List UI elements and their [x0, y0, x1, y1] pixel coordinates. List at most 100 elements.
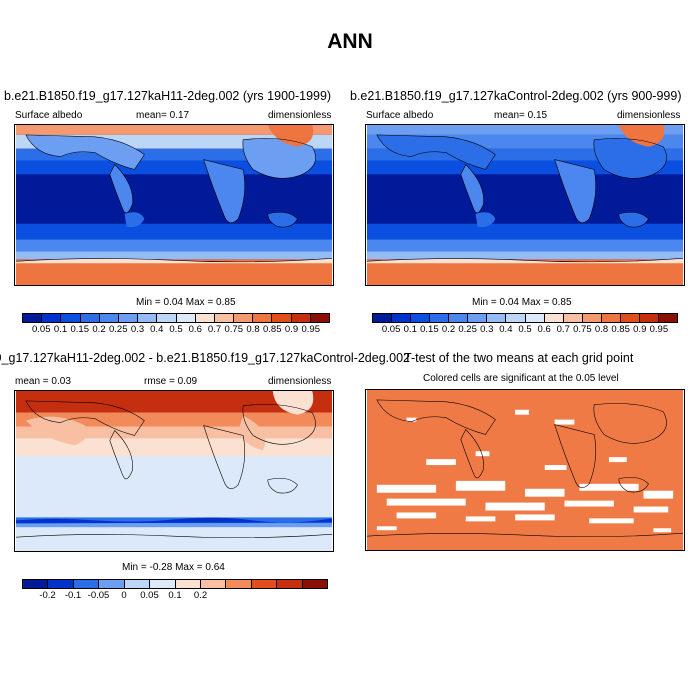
- colorbar-box: [195, 314, 215, 322]
- panel1-units-label: dimensionless: [268, 110, 332, 121]
- panel3-minmax: Min = -0.28 Max = 0.64: [122, 562, 225, 573]
- panel1-colorbar: [22, 313, 330, 323]
- colorbar-box: [118, 314, 139, 322]
- panel3-title-clip: b.e21.B1850.f19_g17.127kaH11-2deg.002 - …: [0, 351, 410, 367]
- colorbar-box: [302, 580, 328, 588]
- colorbar-box: [138, 314, 158, 322]
- colorbar-tick-label: 0.2: [92, 324, 106, 335]
- colorbar-box: [234, 314, 254, 322]
- colorbar-box: [99, 314, 119, 322]
- colorbar-box: [411, 314, 431, 322]
- colorbar-box: [176, 314, 196, 322]
- panel2-colorbar: [372, 313, 678, 323]
- colorbar-tick-label: 0.05: [140, 590, 159, 601]
- panel3-mean-label: mean = 0.03: [15, 376, 71, 387]
- colorbar-tick-label: 0.05: [381, 324, 401, 335]
- colorbar-box: [253, 314, 273, 322]
- colorbar-tick-label: 0.85: [263, 324, 282, 335]
- colorbar-tick-label: 0.25: [109, 324, 128, 335]
- panel2-mean-label: mean= 0.15: [494, 110, 548, 121]
- panel2-title: b.e21.B1850.f19_g17.127kaControl-2deg.00…: [350, 89, 682, 103]
- panel1-map: [14, 124, 334, 286]
- panel2-map: [365, 124, 685, 286]
- colorbar-tick-label: 0.7: [556, 324, 570, 335]
- panel2-minmax: Min = 0.04 Max = 0.85: [472, 297, 572, 308]
- colorbar-box: [291, 314, 311, 322]
- panel2-variable-label: Surface albedo: [366, 110, 434, 121]
- panel4-map: [365, 389, 685, 551]
- colorbar-box: [124, 580, 151, 588]
- colorbar-tick-label: 0.9: [633, 324, 647, 335]
- colorbar-box: [175, 580, 201, 588]
- colorbar-box: [449, 314, 469, 322]
- colorbar-box: [544, 314, 564, 322]
- colorbar-tick-label: 0.95: [649, 324, 669, 335]
- panel3-colorbar: [22, 579, 328, 589]
- colorbar-box: [525, 314, 545, 322]
- colorbar-box: [487, 314, 507, 322]
- colorbar-box: [658, 314, 677, 322]
- figure-title: ANN: [327, 30, 373, 53]
- colorbar-tick-label: 0.9: [284, 324, 299, 335]
- colorbar-box: [582, 314, 602, 322]
- colorbar-box: [272, 314, 292, 322]
- panel3-map: [14, 390, 334, 552]
- colorbar-tick-label: 0.7: [207, 324, 222, 335]
- colorbar-box: [99, 580, 125, 588]
- colorbar-tick-label: 0.6: [537, 324, 551, 335]
- panel1-mean-label: mean= 0.17: [136, 110, 190, 121]
- colorbar-box: [310, 314, 329, 322]
- colorbar-tick-label: 0.75: [224, 324, 244, 335]
- colorbar-tick-label: -0.1: [64, 590, 82, 601]
- colorbar-tick-label: 0.4: [499, 324, 513, 335]
- panel1-title: b.e21.B1850.f19_g17.127kaH11-2deg.002 (y…: [4, 89, 332, 103]
- colorbar-tick-label: 0.85: [611, 324, 630, 335]
- colorbar-tick-label: 0.8: [594, 324, 609, 335]
- colorbar-tick-label: 0.1: [403, 324, 417, 335]
- colorbar-box: [214, 314, 235, 322]
- panel1-minmax: Min = 0.04 Max = 0.85: [136, 297, 236, 308]
- colorbar-tick-label: 0.3: [480, 324, 494, 335]
- colorbar-tick-label: 0.05: [32, 324, 51, 335]
- colorbar-box: [430, 314, 450, 322]
- colorbar-box: [639, 314, 659, 322]
- colorbar-tick-label: 0.75: [573, 324, 592, 335]
- colorbar-box: [373, 314, 393, 322]
- colorbar-box: [251, 580, 278, 588]
- colorbar-box: [226, 580, 252, 588]
- colorbar-box: [601, 314, 621, 322]
- colorbar-tick-label: 0.8: [246, 324, 260, 335]
- panel3-rmse-label: rmse = 0.09: [144, 376, 198, 387]
- colorbar-tick-label: 0.6: [188, 324, 202, 335]
- colorbar-box: [563, 314, 583, 322]
- colorbar-box: [80, 314, 100, 322]
- panel3-units-label: dimensionless: [268, 376, 332, 387]
- colorbar-box: [48, 580, 74, 588]
- colorbar-tick-label: 0.15: [420, 324, 439, 335]
- colorbar-box: [157, 314, 177, 322]
- colorbar-tick-label: 0.15: [70, 324, 90, 335]
- panel2-units-label: dimensionless: [617, 110, 681, 121]
- panel4-subtitle: Colored cells are significant at the 0.0…: [423, 373, 619, 384]
- colorbar-tick-label: 0: [121, 590, 127, 601]
- colorbar-tick-label: -0.05: [87, 590, 110, 601]
- colorbar-tick-label: 0.5: [169, 324, 183, 335]
- colorbar-tick-label: 0.2: [193, 590, 208, 601]
- panel3-title: b.e21.B1850.f19_g17.127kaH11-2deg.002 - …: [0, 351, 410, 365]
- colorbar-box: [200, 580, 227, 588]
- colorbar-box: [73, 580, 100, 588]
- colorbar-box: [392, 314, 412, 322]
- colorbar-box: [506, 314, 526, 322]
- colorbar-box: [61, 314, 81, 322]
- colorbar-box: [277, 580, 303, 588]
- colorbar-tick-label: 0.1: [168, 590, 182, 601]
- colorbar-tick-label: 0.5: [518, 324, 532, 335]
- colorbar-box: [23, 580, 49, 588]
- colorbar-box: [620, 314, 640, 322]
- colorbar-box: [468, 314, 488, 322]
- colorbar-tick-label: 0.1: [53, 324, 68, 335]
- panel1-variable-label: Surface albedo: [15, 110, 83, 121]
- colorbar-tick-label: -0.2: [39, 590, 56, 601]
- colorbar-tick-label: 0.2: [441, 324, 456, 335]
